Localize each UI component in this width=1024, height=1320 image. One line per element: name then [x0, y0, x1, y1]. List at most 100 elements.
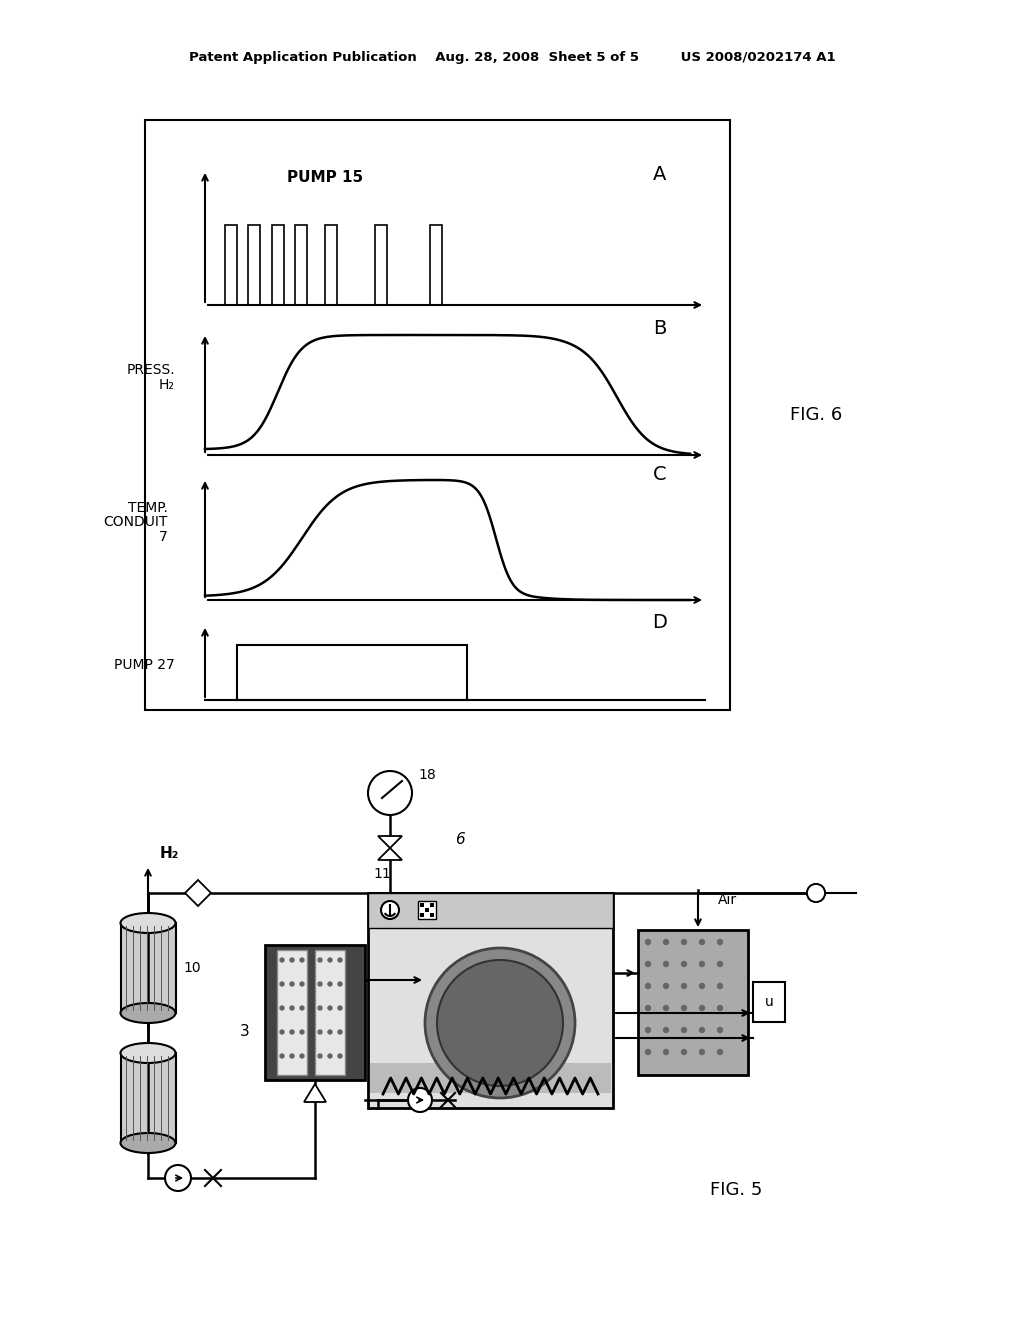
Ellipse shape [121, 1003, 175, 1023]
Circle shape [699, 961, 705, 966]
Circle shape [318, 1053, 322, 1059]
Bar [420, 903, 424, 907]
Bar [430, 224, 442, 305]
Circle shape [645, 1049, 650, 1055]
Circle shape [645, 961, 650, 966]
Circle shape [699, 1006, 705, 1011]
Circle shape [300, 958, 304, 962]
Polygon shape [378, 836, 402, 847]
Circle shape [718, 983, 723, 989]
Circle shape [280, 982, 284, 986]
Circle shape [300, 982, 304, 986]
Circle shape [699, 940, 705, 945]
Circle shape [682, 1006, 686, 1011]
Text: PRESS.: PRESS. [126, 363, 175, 378]
Bar [638, 931, 748, 1074]
Text: PUMP 15: PUMP 15 [287, 170, 364, 186]
Circle shape [682, 940, 686, 945]
Polygon shape [378, 847, 402, 861]
Circle shape [682, 1027, 686, 1032]
Circle shape [645, 1027, 650, 1032]
Circle shape [718, 961, 723, 966]
Circle shape [338, 1053, 342, 1059]
Circle shape [338, 958, 342, 962]
Circle shape [300, 1030, 304, 1034]
Circle shape [664, 940, 669, 945]
Circle shape [718, 1049, 723, 1055]
Bar [121, 923, 176, 1012]
Bar [370, 1063, 611, 1093]
Circle shape [338, 1006, 342, 1010]
Ellipse shape [121, 1043, 175, 1063]
Circle shape [718, 1006, 723, 1011]
Bar [145, 120, 730, 710]
Circle shape [338, 1030, 342, 1034]
Bar [425, 908, 429, 912]
Circle shape [328, 958, 332, 962]
Bar [375, 224, 387, 305]
Circle shape [699, 1027, 705, 1032]
Circle shape [645, 940, 650, 945]
Circle shape [664, 1027, 669, 1032]
Text: 6: 6 [455, 833, 465, 847]
Bar [420, 913, 424, 917]
Circle shape [437, 960, 563, 1086]
Bar [265, 945, 365, 1080]
Circle shape [664, 1006, 669, 1011]
Circle shape [338, 982, 342, 986]
Circle shape [300, 1053, 304, 1059]
Text: H₂: H₂ [159, 378, 175, 392]
Circle shape [664, 1049, 669, 1055]
Circle shape [165, 1166, 191, 1191]
Bar [295, 224, 307, 305]
Circle shape [328, 1053, 332, 1059]
Bar [278, 950, 307, 1074]
Circle shape [300, 1006, 304, 1010]
Bar [325, 224, 337, 305]
Text: C: C [653, 466, 667, 484]
Ellipse shape [121, 913, 175, 933]
Text: u: u [765, 995, 773, 1008]
Polygon shape [304, 1084, 326, 1102]
Circle shape [290, 1053, 294, 1059]
Circle shape [664, 961, 669, 966]
Circle shape [318, 958, 322, 962]
Circle shape [645, 1006, 650, 1011]
Ellipse shape [121, 1133, 175, 1152]
Text: TEMP.: TEMP. [128, 502, 168, 515]
Bar [418, 902, 436, 919]
Circle shape [682, 961, 686, 966]
Circle shape [280, 1006, 284, 1010]
Circle shape [807, 884, 825, 902]
Circle shape [645, 983, 650, 989]
Text: 10: 10 [183, 961, 201, 975]
Bar [430, 913, 434, 917]
Text: Patent Application Publication    Aug. 28, 2008  Sheet 5 of 5         US 2008/02: Patent Application Publication Aug. 28, … [188, 51, 836, 65]
Circle shape [425, 948, 575, 1098]
Bar [315, 950, 345, 1074]
Bar [237, 645, 467, 700]
Circle shape [318, 1006, 322, 1010]
Text: 3: 3 [241, 1024, 250, 1040]
Bar [368, 894, 613, 928]
Polygon shape [185, 880, 211, 906]
Circle shape [682, 983, 686, 989]
Bar [225, 224, 237, 305]
Circle shape [328, 1006, 332, 1010]
Text: B: B [653, 318, 667, 338]
Circle shape [280, 958, 284, 962]
Bar [753, 982, 785, 1022]
Circle shape [664, 983, 669, 989]
Text: 18: 18 [418, 768, 436, 781]
Circle shape [280, 1053, 284, 1059]
Bar [272, 224, 284, 305]
Text: FIG. 6: FIG. 6 [790, 407, 843, 424]
Circle shape [718, 940, 723, 945]
Circle shape [290, 1030, 294, 1034]
Circle shape [381, 902, 399, 919]
Circle shape [807, 884, 825, 902]
Circle shape [699, 983, 705, 989]
Circle shape [718, 1027, 723, 1032]
Bar [430, 903, 434, 907]
Text: CONDUIT: CONDUIT [103, 515, 168, 529]
